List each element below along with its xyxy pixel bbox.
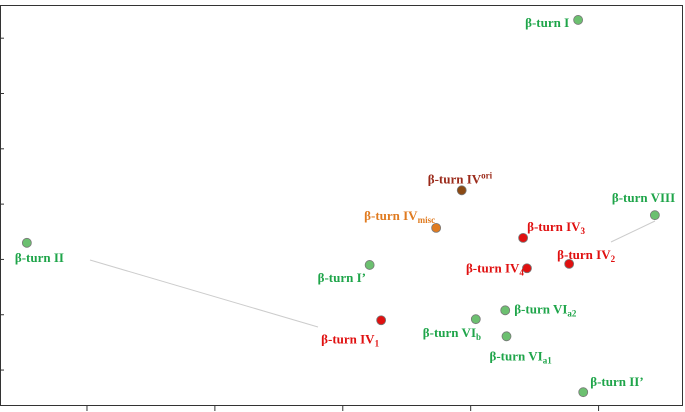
label-text: β-turn IV: [466, 260, 520, 275]
label-subscript: a1: [543, 355, 553, 365]
point-label: β-turn I: [525, 15, 569, 30]
point: [364, 260, 375, 270]
point: [376, 315, 387, 326]
point-label: β-turn II’: [590, 374, 643, 389]
point-label: β-turn VIa2: [514, 301, 577, 318]
label-subscript: misc: [418, 215, 436, 225]
label-subscript: 1: [375, 338, 380, 348]
label-text: β-turn II: [15, 250, 64, 265]
point: [564, 258, 575, 269]
point: [501, 331, 512, 342]
label-text: β-turn VI: [489, 348, 542, 363]
label-text: β-turn I’: [318, 270, 366, 285]
connector: [610, 220, 656, 243]
point: [470, 314, 481, 325]
point-label: β-turn IV4: [466, 260, 524, 277]
label-text: β-turn I: [525, 15, 569, 30]
point-label: β-turn II: [15, 250, 64, 265]
label-subscript: 3: [581, 226, 586, 236]
point-label: β-turn IV3: [527, 219, 585, 236]
label-text: β-turn VI: [423, 325, 476, 340]
point-label: β-turn I’: [318, 270, 366, 285]
point: [518, 232, 529, 243]
point-label: β-turn VIa1: [489, 348, 552, 365]
point: [522, 263, 532, 274]
label-text: β-turn VI: [514, 301, 567, 316]
point-label: β-turn IV2: [557, 247, 615, 264]
point: [21, 237, 32, 248]
plot-frame: [0, 5, 683, 406]
label-subscript: a2: [567, 308, 577, 318]
point-label: β-turn IV1: [321, 331, 379, 348]
label-text: β-turn IV: [557, 247, 611, 262]
point-label: β-turn VIb: [423, 325, 481, 342]
point: [456, 185, 467, 196]
point: [578, 387, 589, 398]
point-label: β-turn IVmisc: [364, 208, 435, 225]
label-text: β-turn II’: [590, 374, 643, 389]
point-label: β-turn IVori: [428, 170, 493, 186]
label-superscript: ori: [481, 170, 492, 180]
connector: [89, 259, 319, 328]
point-label: β-turn VIII: [612, 190, 675, 205]
label-text: β-turn IV: [321, 331, 375, 346]
label-text: β-turn IV: [527, 219, 581, 234]
label-subscript: b: [476, 332, 481, 342]
point: [649, 210, 660, 221]
point: [500, 305, 511, 316]
label-subscript: 2: [611, 254, 616, 264]
label-text: β-turn IV: [364, 208, 418, 223]
label-text: β-turn VIII: [612, 190, 675, 205]
label-subscript: 4: [519, 267, 524, 277]
label-text: β-turn IV: [428, 171, 482, 186]
point: [431, 223, 442, 233]
point: [573, 15, 584, 25]
